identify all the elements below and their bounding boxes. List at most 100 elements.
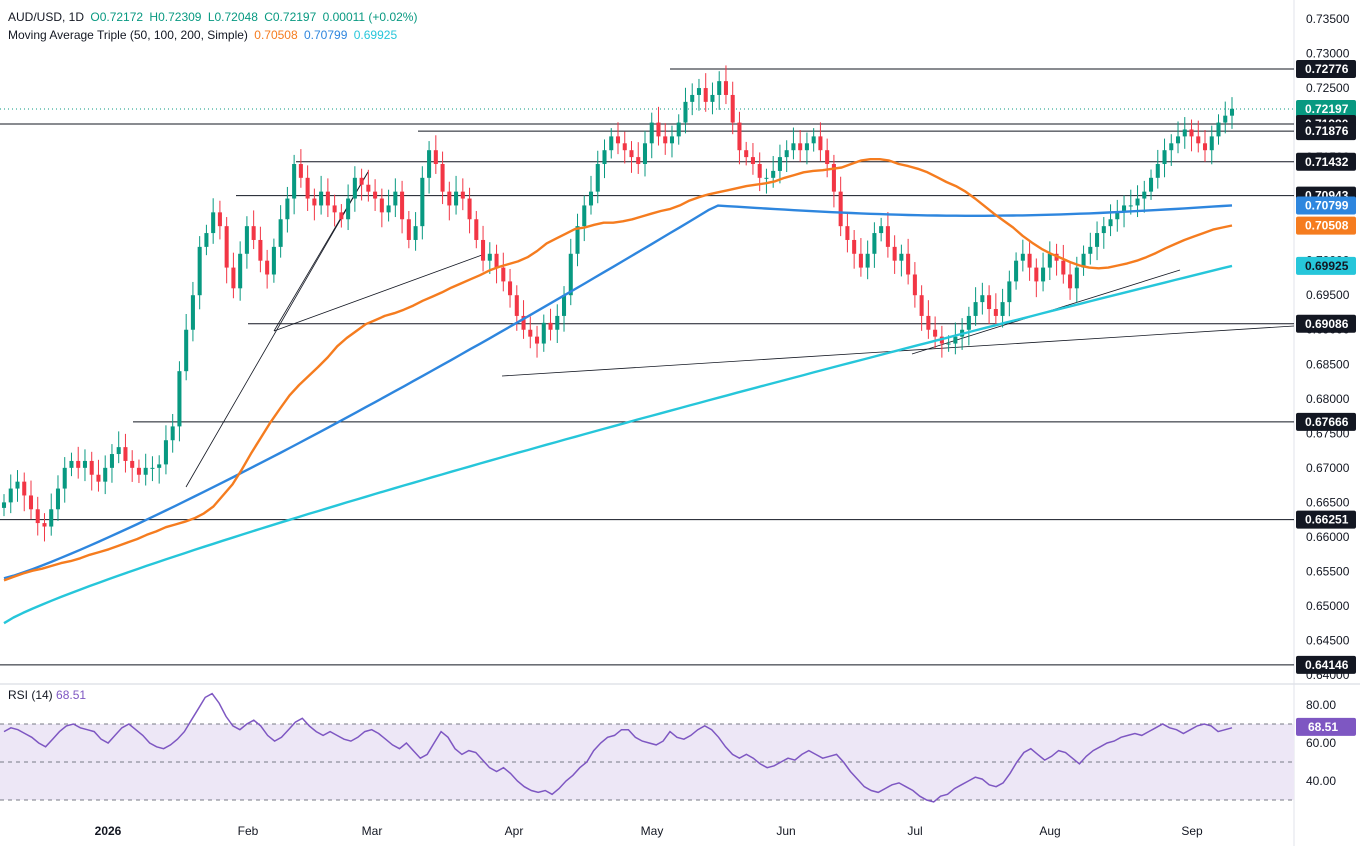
ma-indicator-label[interactable]: Moving Average Triple (50, 100, 200, Sim… bbox=[8, 28, 248, 42]
price-tag bbox=[1296, 216, 1356, 235]
symbol-legend: AUD/USD, 1D O0.72172 H0.72309 L0.72048 C… bbox=[8, 9, 420, 25]
price-tick-label: 0.65000 bbox=[1306, 599, 1350, 613]
candle-body bbox=[656, 122, 661, 137]
ma200-value: 0.69925 bbox=[353, 28, 398, 42]
price-tag bbox=[1296, 196, 1356, 215]
candle-body bbox=[1108, 219, 1113, 227]
price-tag-label: 0.69925 bbox=[1305, 259, 1349, 273]
candle-body bbox=[244, 226, 249, 254]
candle-body bbox=[906, 253, 911, 275]
symbol-name[interactable]: AUD/USD, 1D bbox=[8, 10, 85, 24]
time-tick-label: Apr bbox=[505, 824, 524, 838]
candle-body bbox=[420, 177, 425, 227]
candle-body bbox=[55, 488, 61, 510]
candle-body bbox=[811, 136, 816, 144]
candle-body bbox=[1122, 205, 1127, 213]
candle-body bbox=[872, 233, 877, 254]
candle-body bbox=[723, 81, 728, 95]
candle-body bbox=[1007, 281, 1012, 303]
candle-body bbox=[427, 150, 432, 178]
candle-body bbox=[865, 253, 870, 268]
price-tick-label: 0.68000 bbox=[1306, 392, 1350, 406]
candle-body bbox=[973, 302, 978, 316]
candle-body bbox=[1041, 267, 1046, 282]
candle-body bbox=[1223, 115, 1228, 123]
candle-body bbox=[224, 226, 229, 268]
candle-body bbox=[980, 295, 985, 303]
candle-body bbox=[1155, 164, 1160, 178]
change-value: 0.00011 (+0.02%) bbox=[322, 10, 418, 24]
candle-body bbox=[454, 191, 459, 206]
candle-body bbox=[946, 343, 951, 345]
candle-body bbox=[150, 467, 155, 469]
candle-body bbox=[602, 150, 607, 165]
candle-body bbox=[352, 177, 357, 199]
price-tag bbox=[1296, 314, 1356, 333]
candle-body bbox=[1182, 129, 1187, 137]
candle-body bbox=[1142, 191, 1147, 199]
candle-body bbox=[413, 226, 418, 240]
candle-body bbox=[730, 94, 735, 123]
candle-body bbox=[582, 205, 587, 227]
candle-body bbox=[184, 329, 189, 372]
candle-body bbox=[170, 426, 175, 441]
candle-body bbox=[1202, 143, 1208, 151]
price-tag-label: 0.71876 bbox=[1305, 124, 1349, 138]
candle-body bbox=[615, 136, 621, 144]
price-tag-label: 0.70508 bbox=[1305, 219, 1349, 233]
candle-body bbox=[690, 94, 695, 102]
ma100-line bbox=[3, 204, 1233, 580]
candle-body bbox=[1, 502, 7, 508]
price-tick-label: 0.73000 bbox=[1306, 47, 1350, 61]
candle-body bbox=[319, 191, 324, 206]
rsi-label[interactable]: RSI (14) bbox=[8, 688, 53, 702]
candle-body bbox=[49, 509, 54, 527]
candle-body bbox=[278, 219, 283, 247]
price-tag-label: 0.66251 bbox=[1305, 513, 1349, 527]
price-tick-label: 0.66500 bbox=[1306, 495, 1350, 509]
candle-body bbox=[89, 460, 94, 475]
price-tag-label: 0.69086 bbox=[1305, 317, 1349, 331]
candle-body bbox=[487, 253, 492, 261]
candle-body bbox=[892, 246, 897, 261]
candle-body bbox=[1149, 177, 1154, 192]
rsi-tick-label: 60.00 bbox=[1306, 736, 1336, 750]
candle-body bbox=[258, 239, 263, 261]
ma50-line bbox=[3, 157, 1233, 582]
ma50-value: 0.70508 bbox=[254, 28, 298, 42]
candle-body bbox=[514, 295, 519, 316]
candle-body bbox=[683, 101, 688, 123]
candle-body bbox=[1047, 253, 1052, 268]
candle-body bbox=[899, 253, 904, 261]
price-tag bbox=[1296, 412, 1356, 431]
candle-body bbox=[993, 309, 998, 316]
candle-body bbox=[109, 454, 114, 468]
candle-body bbox=[676, 122, 681, 137]
rsi-tag-label: 68.51 bbox=[1308, 720, 1338, 734]
candle-body bbox=[217, 212, 222, 227]
candle-body bbox=[143, 467, 148, 475]
time-tick-label: 2026 bbox=[95, 824, 122, 838]
candle-body bbox=[116, 447, 121, 455]
candle-body bbox=[636, 157, 641, 165]
candle-body bbox=[1216, 122, 1221, 137]
open-value: O0.72172 bbox=[90, 10, 144, 24]
candle-body bbox=[103, 467, 108, 482]
ma-legend: Moving Average Triple (50, 100, 200, Sim… bbox=[8, 27, 400, 43]
candle-body bbox=[204, 233, 209, 247]
candle-body bbox=[1027, 253, 1032, 268]
candle-body bbox=[777, 157, 782, 171]
candle-body bbox=[1162, 150, 1167, 165]
time-tick-label: Jun bbox=[776, 824, 795, 838]
trend-line bbox=[273, 171, 369, 332]
candle-body bbox=[669, 136, 675, 144]
candle-body bbox=[1074, 267, 1079, 289]
candle-body bbox=[508, 281, 513, 296]
candle-body bbox=[966, 315, 971, 330]
price-tag bbox=[1296, 122, 1356, 141]
candle-body bbox=[933, 329, 938, 337]
candle-body bbox=[163, 440, 168, 465]
candle-body bbox=[238, 253, 243, 289]
candle-body bbox=[481, 239, 486, 261]
